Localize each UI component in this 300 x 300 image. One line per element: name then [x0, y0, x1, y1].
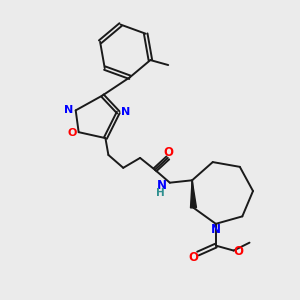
Text: O: O: [234, 245, 244, 258]
Text: N: N: [211, 223, 221, 236]
Text: O: O: [164, 146, 174, 160]
Polygon shape: [190, 180, 196, 208]
Text: H: H: [155, 188, 164, 198]
Text: N: N: [121, 107, 130, 117]
Text: O: O: [67, 128, 76, 138]
Text: N: N: [64, 105, 74, 116]
Text: N: N: [157, 179, 167, 192]
Text: O: O: [188, 251, 198, 264]
